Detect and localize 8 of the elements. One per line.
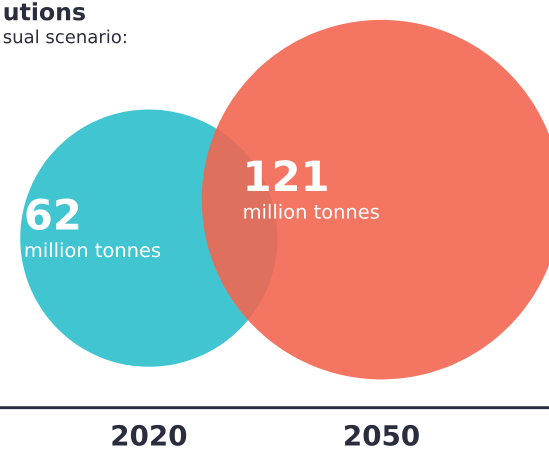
category-label: 2020 [112,424,186,446]
data-label: 62 [26,198,78,230]
category-label: 2050 [345,424,419,446]
text: sual scenario: [4,29,126,44]
text: utions [4,2,85,21]
text: million tonnes [244,204,379,219]
text: million tonnes [26,242,160,258]
data-label: 121 [247,160,327,192]
